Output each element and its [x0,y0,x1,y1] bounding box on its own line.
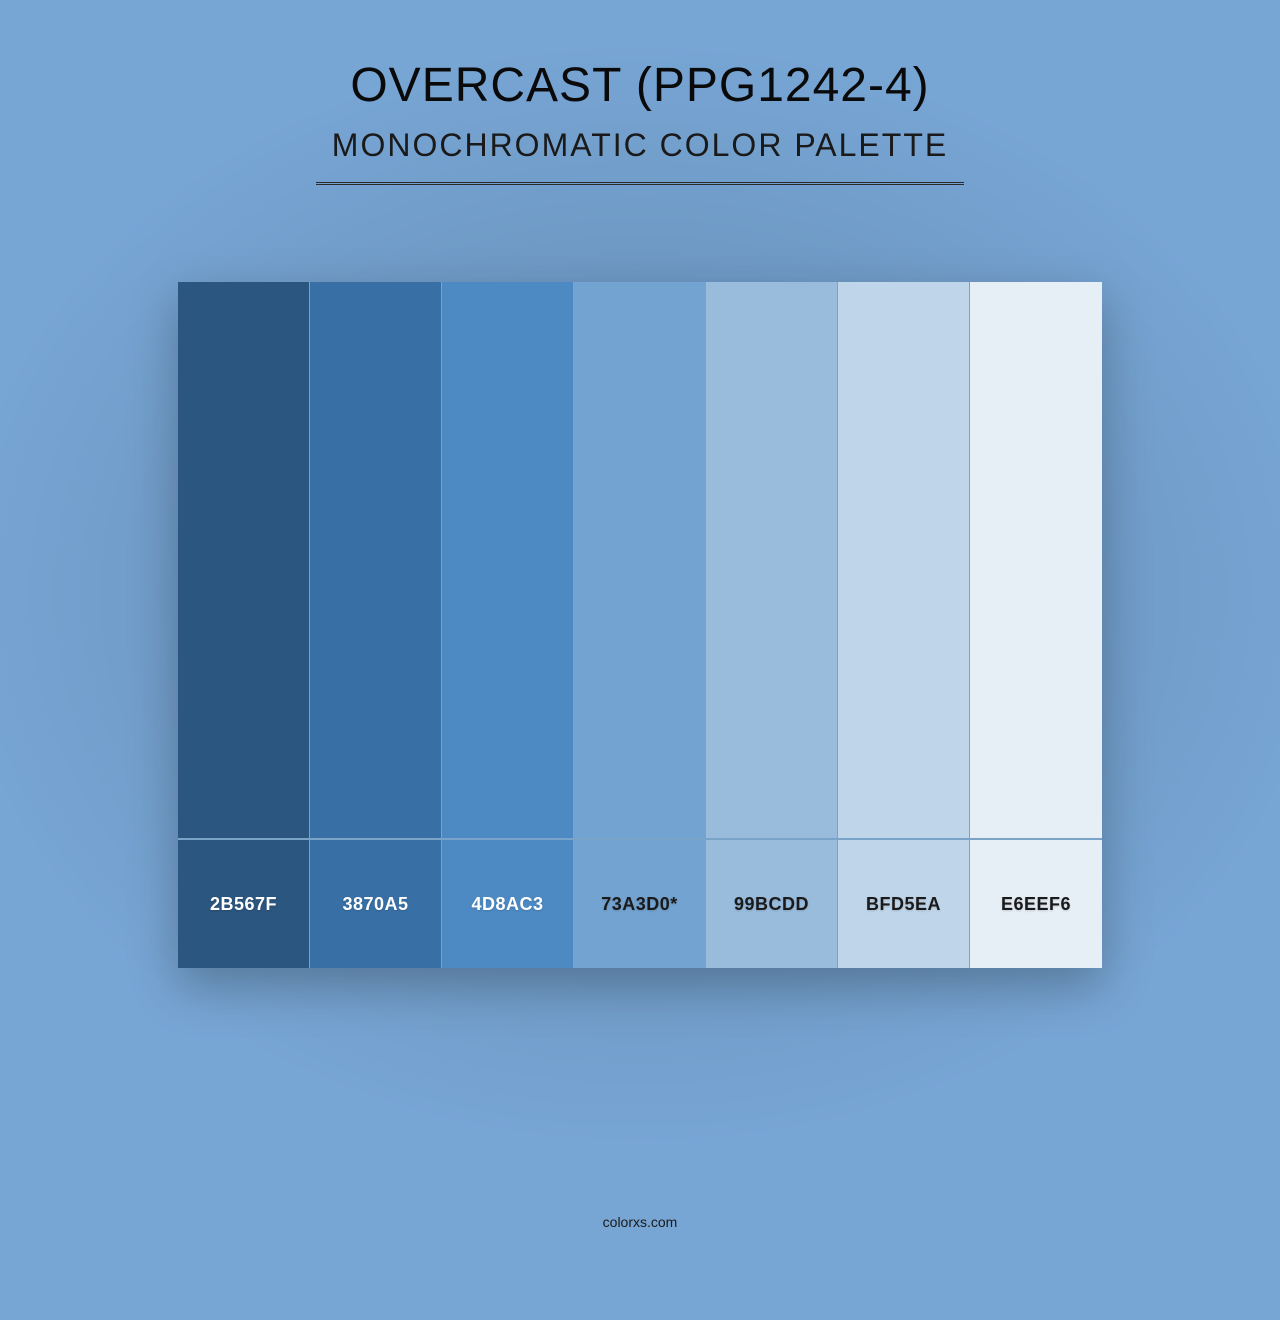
page-title: OVERCAST (PPG1242-4) [316,58,964,113]
palette-column: 73A3D0* [574,282,706,968]
palette-column: BFD5EA [838,282,970,968]
palette-column: E6EEF6 [970,282,1102,968]
palette-column: 99BCDD [706,282,838,968]
color-swatch [706,282,838,838]
page: OVERCAST (PPG1242-4) MONOCHROMATIC COLOR… [0,0,1280,1320]
swatch-label-cell: BFD5EA [838,838,970,968]
color-swatch [838,282,970,838]
swatch-hex-label: 2B567F [210,894,277,915]
swatch-label-cell: 4D8AC3 [442,838,574,968]
swatch-hex-label: 99BCDD [734,894,809,915]
swatch-label-cell: 73A3D0* [574,838,706,968]
color-swatch [178,282,310,838]
page-subtitle: MONOCHROMATIC COLOR PALETTE [316,127,964,164]
swatch-label-cell: E6EEF6 [970,838,1102,968]
color-swatch [442,282,574,838]
swatch-label-cell: 99BCDD [706,838,838,968]
title-rule [316,182,964,186]
swatch-label-cell: 3870A5 [310,838,442,968]
swatch-hex-label: 4D8AC3 [471,894,543,915]
title-block: OVERCAST (PPG1242-4) MONOCHROMATIC COLOR… [316,58,964,186]
swatch-label-cell: 2B567F [178,838,310,968]
footer-credit: colorxs.com [0,1214,1280,1230]
swatch-hex-label: 3870A5 [342,894,408,915]
swatch-hex-label: E6EEF6 [1001,894,1071,915]
palette-column: 4D8AC3 [442,282,574,968]
color-palette: 2B567F 3870A5 4D8AC3 73A3D0* 99BCDD BFD5EA E6E… [178,282,1102,968]
color-swatch [970,282,1102,838]
swatch-hex-label: 73A3D0* [601,894,678,915]
palette-column: 2B567F [178,282,310,968]
swatch-hex-label: BFD5EA [866,894,941,915]
color-swatch [310,282,442,838]
color-swatch [574,282,706,838]
palette-column: 3870A5 [310,282,442,968]
